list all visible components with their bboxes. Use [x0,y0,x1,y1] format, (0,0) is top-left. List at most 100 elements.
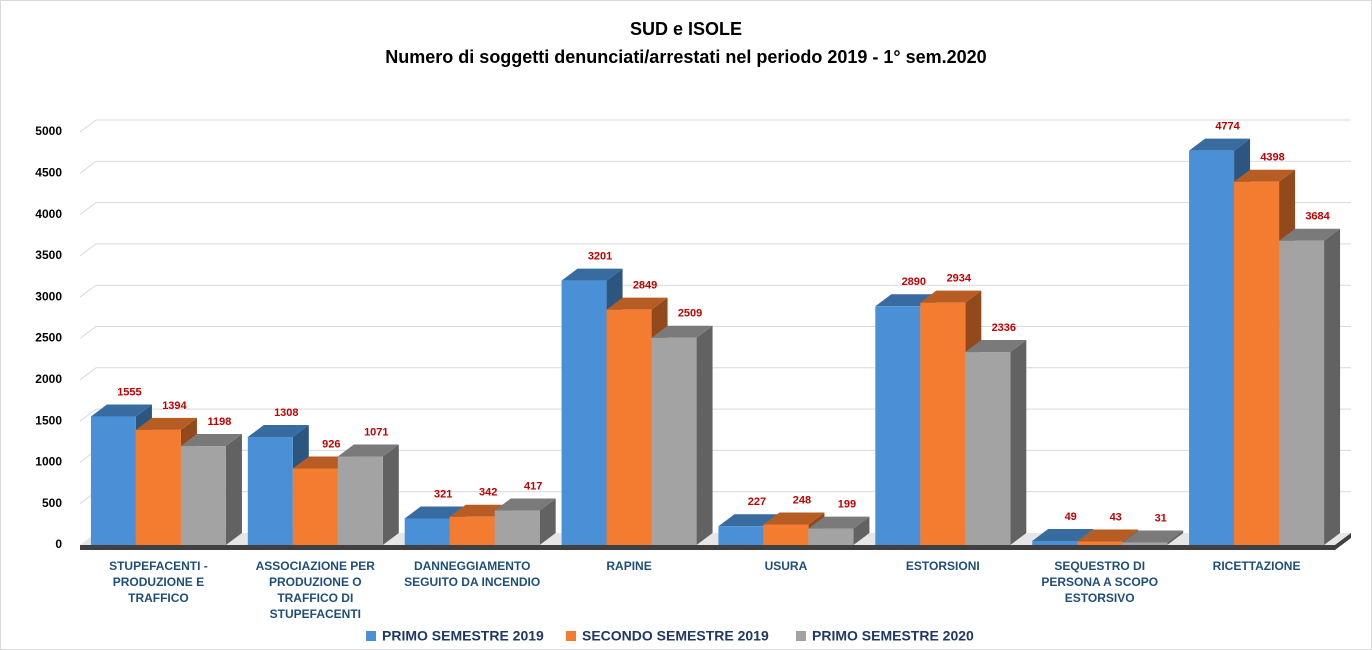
y-tick-label: 500 [42,496,62,510]
value-label: 2849 [633,280,657,292]
bar-top [337,444,399,457]
bar-top [1032,528,1094,541]
y-tick-label: 5000 [35,124,62,138]
bar-top [561,268,623,281]
bar-front [1279,240,1325,545]
bar-front [1077,541,1123,545]
bar-side [1010,340,1027,545]
bar-top [1234,169,1296,182]
bar-front [808,528,854,545]
chart-title: SUD e ISOLE [630,19,742,39]
y-tick-label: 0 [55,537,62,551]
bar-front [180,446,226,545]
bar-top [404,506,466,519]
bar-front [247,436,293,545]
bar-front [875,306,921,545]
legend-label: SECONDO SEMESTRE 2019 [582,628,769,644]
bar-top [1279,228,1341,241]
y-tick-label: 3500 [35,248,62,262]
grid-line [79,284,1351,298]
bar-front [718,526,764,545]
bar-top [247,424,309,437]
value-label: 1555 [117,386,141,398]
x-tick-label: DANNEGGIAMENTO SEGUITO DA INCENDIO [404,559,540,589]
bar-side [1324,228,1341,545]
bar-front [1032,540,1078,545]
bar-side [539,498,556,545]
grid-line [79,160,1351,174]
legend-label: PRIMO SEMESTRE 2020 [812,628,974,644]
x-tick-label: ESTORSIONI [906,559,980,573]
value-label: 4398 [1260,152,1284,164]
value-label: 3684 [1305,211,1330,223]
bar-top [965,340,1027,353]
y-tick-label: 3000 [35,289,62,303]
bar-top [1077,529,1139,542]
bar-front [1122,542,1168,545]
value-label: 248 [793,494,811,506]
value-label: 2509 [678,308,702,320]
value-label: 3201 [588,251,612,263]
grid-line [79,202,1351,216]
legend-swatch [366,631,376,641]
chart-subtitle: Numero di soggetti denunciati/arrestati … [385,47,986,67]
grid-line [79,243,1351,257]
bar-top [651,325,713,338]
bar-top [920,290,982,303]
floor-edge [80,533,1351,550]
y-tick-label: 4500 [35,165,62,179]
bar-front [606,309,652,545]
x-tick-label: ASSOCIAZIONE PER PRODUZIONE O TRAFFICO DI S… [256,559,376,621]
bar [337,444,399,545]
y-tick-label: 1500 [35,413,62,427]
value-label: 2336 [992,322,1016,334]
bar-top [494,498,556,511]
x-tick-label: RICETTAZIONE [1213,559,1301,573]
bar-top [808,516,870,529]
x-tick-label: USURA [765,559,808,573]
bar-top [90,404,152,417]
bar-side [696,325,713,545]
bar-front [494,510,540,545]
bar [180,434,242,545]
value-label: 43 [1110,511,1122,523]
value-label: 2890 [902,276,926,288]
x-tick-label: RAPINE [606,559,651,573]
grid-line [79,119,1351,133]
y-tick-label: 1000 [35,455,62,469]
value-label: 321 [434,488,452,500]
legend-swatch [796,631,806,641]
bar-top [1189,138,1251,151]
value-label: 926 [322,438,340,450]
bar-top [135,417,197,430]
y-tick-label: 4000 [35,207,62,221]
bar-front [1189,150,1235,545]
value-label: 1394 [162,400,187,412]
legend-label: PRIMO SEMESTRE 2019 [382,628,544,644]
bar-front [651,337,697,545]
x-tick-label: STUPEFACENTI -PRODUZIONE E TRAFFICO [109,559,208,605]
value-label: 199 [838,498,856,510]
bar-front [337,456,383,545]
bar-side [853,516,870,545]
value-label: 31 [1155,512,1167,524]
y-tick-label: 2000 [35,372,62,386]
value-label: 227 [748,496,766,508]
bar-front [561,280,607,545]
bar-front [292,468,338,545]
bar [1279,228,1341,545]
value-label: 4774 [1215,121,1240,133]
bar-top [718,514,780,527]
value-label: 342 [479,487,497,499]
bar [494,498,556,545]
y-tick-label: 2500 [35,331,62,345]
value-label: 1308 [274,407,298,419]
bar-top [1122,530,1184,543]
bar-front [135,429,181,545]
bar-top [180,434,242,447]
bar-top [763,512,825,525]
bar-front [763,524,809,545]
bar [808,516,870,545]
bar-side [382,444,399,545]
